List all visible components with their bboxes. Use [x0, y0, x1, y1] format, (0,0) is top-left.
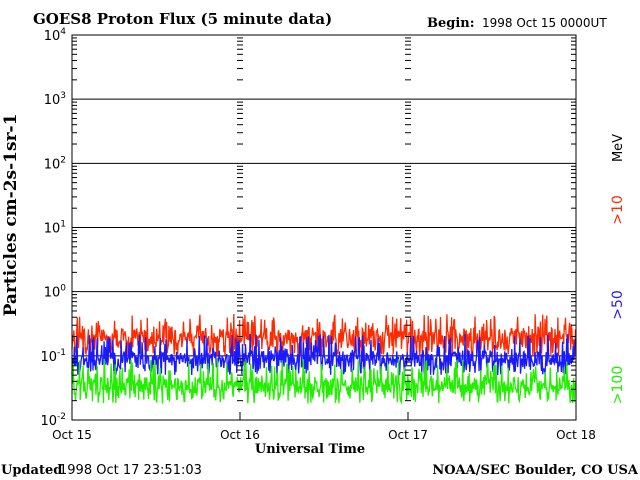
series-layer — [71, 313, 577, 405]
series-line-gt100 — [71, 358, 577, 405]
y-tick-label: 10-2 — [40, 412, 66, 429]
legend-label: >10 — [610, 195, 626, 225]
y-tick-label: 103 — [44, 91, 66, 108]
y-tick-labels: 10-2 10-1 100 101 102 103 104 — [40, 27, 66, 429]
y-tick-label: 101 — [44, 220, 66, 237]
legend-label: >100 — [610, 366, 626, 404]
legend: >10 >50 >100 MeV — [610, 134, 626, 404]
plot-frame — [71, 34, 577, 421]
y-tick-label: 10-1 — [40, 348, 66, 365]
updated-label: Updated — [1, 463, 62, 478]
legend-unit: MeV — [611, 134, 626, 162]
y-tick-label: 102 — [44, 155, 66, 172]
y-axis-label: Particles cm-2s-1sr-1 — [1, 114, 21, 317]
x-tick-label: Oct 16 — [220, 428, 260, 442]
credit-text: NOAA/SEC Boulder, CO USA — [432, 463, 639, 478]
x-tick-label: Oct 15 — [52, 428, 92, 442]
x-tick-labels: Oct 15 Oct 16 Oct 17 Oct 18 — [52, 428, 596, 442]
y-tick-label: 100 — [44, 284, 67, 301]
legend-label: >50 — [610, 290, 626, 320]
x-axis-label: Universal Time — [255, 442, 365, 457]
begin-value: 1998 Oct 15 0000UT — [482, 16, 607, 30]
x-tick-label: Oct 17 — [388, 428, 428, 442]
series-line-gt50 — [71, 333, 577, 376]
y-tick-label: 104 — [44, 27, 67, 44]
updated-value: 1998 Oct 17 23:51:03 — [59, 463, 202, 478]
chart-title: GOES8 Proton Flux (5 minute data) — [33, 10, 332, 28]
x-tick-label: Oct 18 — [556, 428, 596, 442]
begin-label: Begin: — [427, 16, 475, 31]
frame-layer — [71, 34, 577, 421]
